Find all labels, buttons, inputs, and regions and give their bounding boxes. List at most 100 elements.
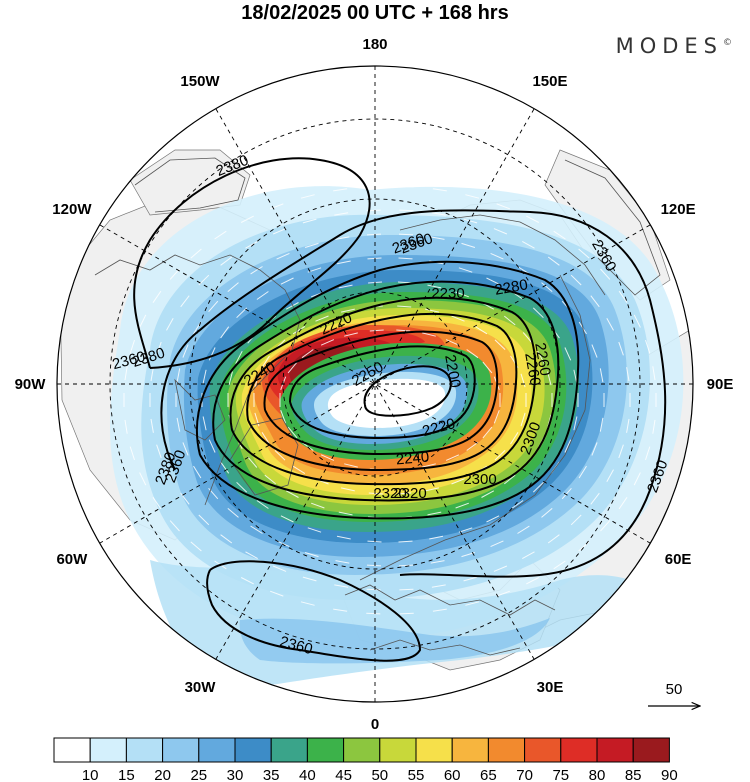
wind-vector bbox=[600, 520, 611, 532]
contour-2380-pacific bbox=[133, 157, 371, 369]
wind-vector bbox=[466, 349, 479, 359]
wind-vector bbox=[208, 487, 219, 500]
colorbar-tick-label: 85 bbox=[625, 767, 642, 782]
wind-vector bbox=[431, 212, 446, 216]
wind-vector bbox=[397, 305, 412, 308]
colorbar-swatch bbox=[632, 737, 670, 763]
longitude-label-60e: 60E bbox=[665, 551, 692, 568]
colorbar-tick-label: 50 bbox=[371, 767, 388, 782]
wind-vector bbox=[245, 240, 258, 249]
wind-vector bbox=[526, 577, 540, 585]
colorbar-swatch bbox=[125, 737, 164, 763]
wind-vector bbox=[398, 564, 414, 567]
contour-2200 bbox=[363, 365, 452, 417]
wind-vector bbox=[590, 492, 600, 505]
wind-vector bbox=[285, 490, 299, 498]
wind-vector bbox=[236, 307, 248, 319]
wind-vector bbox=[490, 540, 504, 548]
wind-vector bbox=[287, 426, 298, 439]
wind-vector bbox=[198, 274, 210, 286]
colorbar-tick-label: 90 bbox=[661, 767, 678, 782]
wind-vector bbox=[547, 256, 560, 266]
wind-vector bbox=[553, 230, 566, 240]
wind-vector bbox=[124, 366, 128, 381]
contour-2260 bbox=[246, 312, 518, 472]
wind-vector bbox=[541, 282, 553, 292]
wind-vector bbox=[547, 371, 552, 386]
longitude-label-60w: 60W bbox=[56, 551, 88, 568]
wind-vector bbox=[541, 508, 553, 518]
coastline-alaska bbox=[134, 157, 246, 213]
wind-vector bbox=[633, 314, 641, 328]
wind-vector bbox=[503, 315, 516, 326]
longitude-label-30e: 30E bbox=[537, 679, 564, 696]
wind-vector bbox=[570, 274, 582, 286]
wind-vector bbox=[564, 439, 572, 453]
wind-vector bbox=[482, 426, 493, 439]
wind-vector bbox=[220, 534, 233, 544]
wind-vector bbox=[335, 236, 350, 240]
wind-vector bbox=[156, 341, 162, 356]
wind-vector bbox=[599, 417, 604, 432]
wind-vector bbox=[182, 442, 189, 456]
contour-label: 2260 bbox=[521, 351, 544, 387]
wind-vector bbox=[455, 502, 469, 509]
wind-vector bbox=[169, 268, 180, 280]
wind-vector bbox=[590, 295, 600, 308]
wind-vector bbox=[220, 326, 230, 339]
wind-vector bbox=[532, 307, 544, 319]
wind-vector bbox=[333, 608, 348, 612]
wind-vector bbox=[152, 497, 162, 510]
contour-2360-east bbox=[399, 573, 541, 578]
wind-vector bbox=[652, 419, 656, 434]
coastlines bbox=[94, 157, 661, 656]
longitude-label-150e: 150E bbox=[532, 73, 567, 90]
coastline-eurasia-arctic bbox=[359, 274, 591, 581]
wind-vector bbox=[626, 367, 630, 382]
wind-vector bbox=[399, 209, 414, 212]
wind-vector bbox=[517, 525, 530, 534]
reference-vector: 50 bbox=[648, 681, 700, 706]
height-contours bbox=[133, 157, 667, 662]
wind-vector bbox=[344, 463, 358, 468]
wind-vector bbox=[633, 472, 641, 486]
wind-vector bbox=[578, 541, 590, 552]
wind-vector bbox=[486, 277, 500, 285]
wind-vector bbox=[274, 450, 286, 461]
wind-vector bbox=[511, 500, 524, 509]
wind-vector bbox=[445, 339, 460, 346]
wind-vector bbox=[302, 218, 317, 224]
wind-vector bbox=[208, 347, 216, 361]
wind-vector bbox=[235, 350, 243, 364]
wind-vector bbox=[208, 439, 216, 453]
wind-vector bbox=[591, 442, 598, 456]
wind-vector bbox=[510, 432, 519, 445]
wind-vector bbox=[285, 302, 299, 310]
wind-vector bbox=[398, 540, 413, 543]
wind-vector bbox=[227, 508, 239, 518]
wind-vector bbox=[320, 454, 335, 461]
wind-vector bbox=[445, 454, 460, 461]
wind-vector bbox=[618, 341, 624, 356]
wind-vector bbox=[247, 456, 258, 468]
wind-vector bbox=[166, 469, 174, 483]
colorbar-tick-label: 20 bbox=[154, 767, 171, 782]
colorbar-swatch bbox=[234, 737, 272, 763]
colorbar: 10 15 20 25 30 35 40 45 50 55 60 65 70 75 80 85 90 bbox=[53, 737, 678, 782]
latitude-circle-30n bbox=[109, 118, 641, 650]
longitude-label-120w: 120W bbox=[52, 201, 92, 218]
contour-2220 bbox=[289, 345, 476, 440]
wind-band-core bbox=[327, 378, 446, 428]
colorbar-swatch bbox=[379, 737, 417, 763]
contour-2300 bbox=[212, 280, 560, 502]
wind-vector bbox=[176, 368, 181, 383]
wind-vector bbox=[280, 410, 287, 424]
wind-vector bbox=[626, 418, 630, 433]
wind-vector bbox=[340, 487, 355, 492]
wind-vector bbox=[431, 584, 446, 588]
wind-vector bbox=[236, 481, 248, 493]
wind-vector bbox=[398, 257, 413, 260]
wind-vector bbox=[427, 284, 442, 289]
wind-vector bbox=[578, 465, 587, 479]
wind-vector bbox=[578, 248, 590, 259]
